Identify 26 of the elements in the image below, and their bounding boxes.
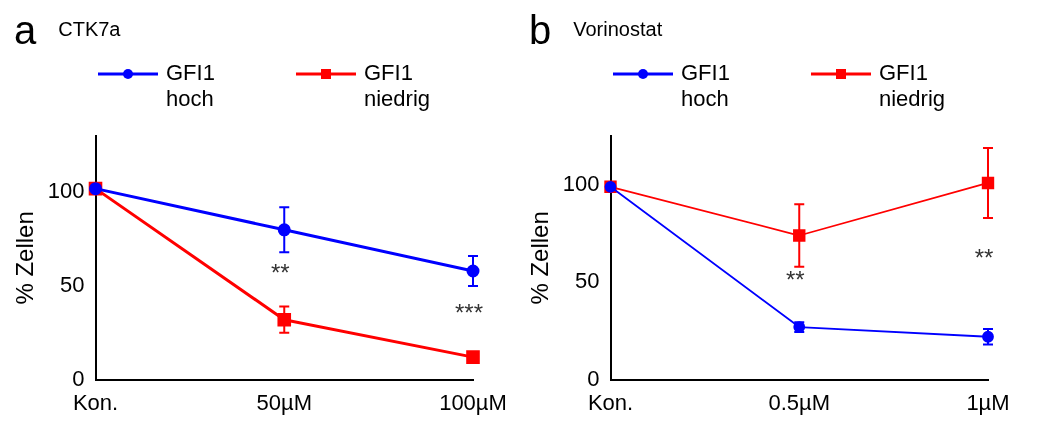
x-tick-label: 50µM xyxy=(256,389,312,415)
y-tick-label: 100 xyxy=(562,170,600,196)
y-tick-label: 50 xyxy=(60,272,85,298)
text: b xyxy=(529,8,552,52)
annotation: ** xyxy=(785,265,805,293)
x-tick-label: 0.5µM xyxy=(768,389,831,415)
x-tick-label: Kon. xyxy=(587,389,634,415)
chart-title: CTK7a xyxy=(58,18,121,41)
y-tick-label: 50 xyxy=(575,268,600,294)
y-tick-label: 0 xyxy=(72,365,85,391)
y-axis-title: % Zellen xyxy=(11,211,39,305)
x-tick-label: 1µM xyxy=(966,389,1010,415)
x-tick-label: Kon. xyxy=(72,389,119,415)
y-tick-label: 100 xyxy=(47,178,85,204)
text: a xyxy=(14,8,37,52)
annotation: *** xyxy=(454,298,484,326)
y-axis-title: % Zellen xyxy=(526,211,554,305)
annotation: ** xyxy=(270,259,290,287)
x-tick-label: 100µM xyxy=(439,389,507,415)
legend-label: GFI1 hoch xyxy=(681,60,731,112)
chart-title: Vorinostat xyxy=(573,18,663,41)
legend-label: GFI1 niedrig xyxy=(364,60,432,112)
annotation: ** xyxy=(974,244,994,272)
legend-label: GFI1 niedrig xyxy=(879,60,947,112)
y-tick-label: 0 xyxy=(587,365,600,391)
legend-label: GFI1 hoch xyxy=(166,60,216,112)
